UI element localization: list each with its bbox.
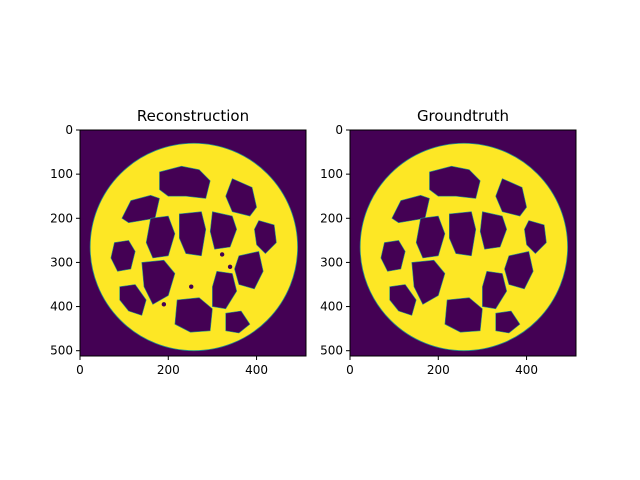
cell-top-left: [121, 195, 160, 223]
cell-bottom: [174, 297, 213, 333]
y-tick-label: 500: [50, 344, 73, 358]
y-tick-label: 300: [320, 255, 343, 269]
x-tick-label: 0: [346, 363, 354, 377]
cell-left: [110, 240, 136, 272]
axes-frame: [79, 129, 307, 357]
cell-right: [234, 251, 264, 290]
cell-top-right: [225, 178, 257, 217]
panel-2: Groundtruth 0 200 400 0 100 200 300 400 500: [320, 107, 577, 377]
y-tick-label: 500: [320, 344, 343, 358]
x-tick-label: 200: [427, 363, 450, 377]
panel-1: Reconstruction 0 200 400 0 100 200 300 400 500: [50, 107, 307, 377]
y-tick-label: 200: [320, 211, 343, 225]
cell-bottom-left: [119, 284, 147, 316]
cell-bottom-far-right: [225, 310, 251, 334]
cell-center-right: [209, 211, 237, 250]
artifact-2: [227, 264, 233, 270]
y-tick-label: 100: [50, 167, 73, 181]
cell-bottom-center-left: [411, 259, 446, 305]
artifact-1: [219, 252, 225, 257]
cell-center: [179, 211, 207, 257]
artifact-3: [161, 302, 167, 307]
cell-bottom: [444, 297, 483, 333]
cell-bottom-right: [482, 270, 508, 310]
image-area: [350, 130, 576, 356]
cell-center-right: [479, 211, 508, 250]
y-tick-label: 400: [320, 300, 343, 314]
chart-title: Reconstruction: [137, 107, 249, 125]
cell-right: [504, 251, 534, 290]
cell-bottom-far-right: [495, 310, 521, 334]
y-tick-label: 0: [335, 123, 343, 137]
cell-top: [429, 165, 481, 199]
chart-title: Groundtruth: [417, 107, 509, 125]
cell-center: [448, 211, 477, 257]
cell-center-left: [145, 215, 176, 259]
x-tick-label: 400: [245, 363, 268, 377]
cell-top-left: [391, 195, 430, 223]
cell-center-left: [415, 215, 446, 259]
x-tick-label: 400: [515, 363, 538, 377]
x-tick-label: 200: [157, 363, 180, 377]
image-area: [80, 130, 306, 356]
x-tick-label: 0: [76, 363, 84, 377]
cell-top: [159, 165, 211, 199]
cell-right-top: [524, 220, 547, 254]
cell-bottom-center-left: [141, 259, 176, 305]
y-tick-label: 300: [50, 255, 73, 269]
y-tick-label: 200: [50, 211, 73, 225]
y-tick-label: 0: [65, 123, 73, 137]
y-tick-label: 400: [50, 300, 73, 314]
cell-right-top: [254, 220, 277, 254]
cell-left: [380, 240, 406, 272]
cell-bottom-right: [212, 270, 237, 310]
artifact-4: [189, 284, 194, 289]
y-tick-label: 100: [320, 167, 343, 181]
cell-top-right: [495, 178, 527, 217]
cell-bottom-left: [389, 284, 417, 316]
axes-frame: [349, 129, 577, 357]
